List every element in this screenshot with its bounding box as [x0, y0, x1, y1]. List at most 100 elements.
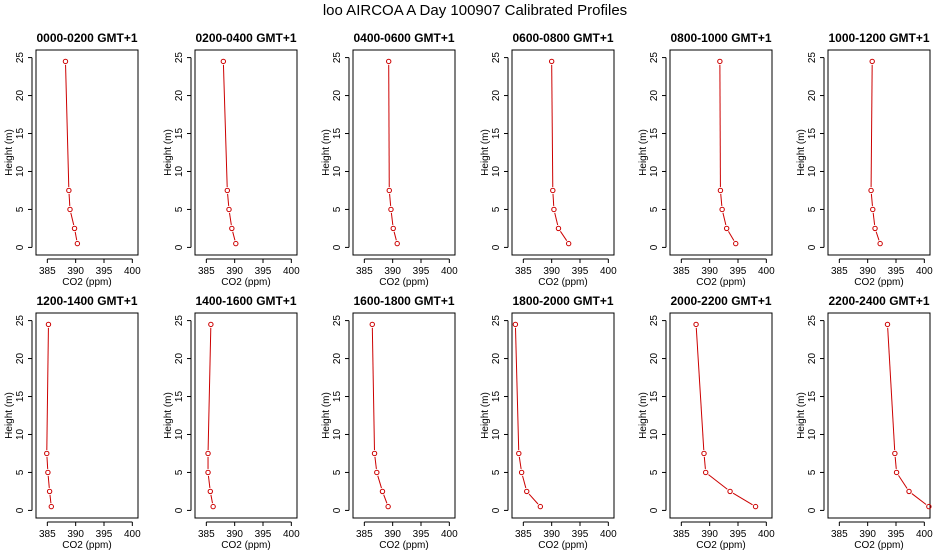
data-point: [884, 321, 891, 328]
y-tick-label: 0: [174, 507, 185, 513]
data-point: [374, 469, 380, 476]
x-tick-label: 390: [543, 266, 560, 277]
data-point: [233, 240, 239, 247]
profile-segment: [232, 231, 236, 241]
x-tick-label: 385: [39, 529, 56, 540]
x-tick-label: 385: [831, 529, 848, 540]
data-point: [516, 450, 522, 457]
data-point: [386, 58, 392, 65]
x-tick-label: 395: [730, 529, 747, 540]
profile-segment: [222, 64, 228, 187]
y-tick-label: 25: [15, 315, 26, 327]
data-point: [872, 225, 878, 232]
x-tick-label: 395: [255, 529, 272, 540]
data-point: [693, 321, 699, 328]
y-tick-label: 20: [807, 90, 818, 102]
y-tick-label: 15: [174, 128, 185, 140]
data-point: [926, 503, 932, 510]
data-point: [369, 321, 375, 328]
plot-frame: [194, 312, 298, 519]
y-tick-label: 5: [15, 469, 26, 475]
y-tick-label: 15: [807, 128, 818, 140]
x-tick-label: 390: [859, 529, 876, 540]
profile-segment: [371, 327, 375, 450]
y-tick-label: 25: [649, 315, 660, 327]
profile-segment: [390, 212, 394, 226]
profile-segment: [393, 231, 397, 241]
y-axis-label: Height (m): [638, 392, 649, 439]
profile-segment: [894, 456, 897, 470]
data-point: [906, 488, 912, 495]
x-axis-label: CO2 (ppm): [696, 277, 745, 288]
y-tick-label: 0: [491, 507, 502, 513]
panel-title: 2200-2400 GMT+1: [828, 294, 929, 308]
x-axis-label: CO2 (ppm): [62, 277, 111, 288]
x-tick-label: 390: [67, 529, 84, 540]
panel-1: 0000-0200 GMT+1 385 390 395 400 CO2 (ppm) 0 5 10…: [4, 31, 141, 288]
panel-3: 0400-0600 GMT+1 385 390 395 400 CO2 (ppm) 0 5 10…: [321, 31, 458, 288]
x-tick-label: 385: [673, 529, 690, 540]
data-point: [565, 240, 572, 247]
y-tick-label: 10: [15, 165, 26, 177]
y-tick-label: 0: [15, 244, 26, 250]
profile-segment: [703, 456, 706, 470]
y-tick-label: 15: [807, 391, 818, 403]
data-point: [46, 488, 53, 495]
panel-title: 1800-2000 GMT+1: [512, 294, 613, 308]
y-tick-label: 20: [15, 90, 26, 102]
x-tick-label: 385: [831, 266, 848, 277]
profile-segment: [898, 475, 908, 489]
x-axis-label: CO2 (ppm): [62, 540, 111, 550]
data-point: [723, 225, 730, 232]
profile-segment: [518, 456, 522, 470]
y-tick-label: 20: [174, 353, 185, 365]
y-tick-label: 25: [491, 52, 502, 64]
y-tick-label: 15: [332, 128, 343, 140]
plot-frame: [511, 49, 615, 256]
x-tick-label: 385: [673, 266, 690, 277]
x-axis-label: CO2 (ppm): [854, 277, 903, 288]
y-axis-label: Height (m): [638, 129, 649, 176]
profile-segment: [911, 493, 927, 505]
profile-segment: [522, 475, 527, 489]
data-point: [892, 450, 898, 457]
y-tick-label: 5: [807, 469, 818, 475]
x-tick-label: 395: [413, 529, 430, 540]
profile-segment: [560, 231, 568, 241]
profile-segment: [65, 64, 70, 187]
y-tick-label: 5: [491, 469, 502, 475]
y-tick-label: 20: [15, 353, 26, 365]
profile-segment: [388, 64, 390, 187]
y-tick-label: 15: [15, 391, 26, 403]
data-point: [868, 187, 874, 194]
x-tick-label: 390: [226, 266, 243, 277]
profile-segment: [514, 327, 520, 450]
y-tick-label: 10: [491, 428, 502, 440]
y-axis-label: Height (m): [4, 129, 15, 176]
y-tick-label: 5: [174, 206, 185, 212]
y-tick-label: 5: [649, 206, 660, 212]
panel-title: 2000-2200 GMT+1: [670, 294, 771, 308]
data-point: [512, 321, 519, 328]
y-tick-label: 20: [807, 353, 818, 365]
profile-segment: [46, 327, 49, 450]
x-tick-label: 400: [283, 266, 300, 277]
x-tick-label: 390: [384, 266, 401, 277]
profile-segment: [875, 231, 880, 241]
y-tick-label: 20: [649, 353, 660, 365]
y-tick-label: 15: [491, 128, 502, 140]
y-tick-label: 10: [15, 428, 26, 440]
y-tick-label: 25: [649, 52, 660, 64]
data-point: [66, 187, 72, 194]
x-tick-label: 385: [515, 266, 532, 277]
profile-segment: [49, 494, 52, 504]
plot-frame: [827, 312, 931, 519]
x-tick-label: 390: [226, 529, 243, 540]
panel-title: 1000-1200 GMT+1: [828, 31, 929, 45]
y-tick-label: 20: [649, 90, 660, 102]
data-point: [703, 469, 709, 476]
panel-title: 0200-0400 GMT+1: [195, 31, 296, 45]
data-point: [74, 240, 81, 247]
plot-frame: [352, 312, 456, 519]
